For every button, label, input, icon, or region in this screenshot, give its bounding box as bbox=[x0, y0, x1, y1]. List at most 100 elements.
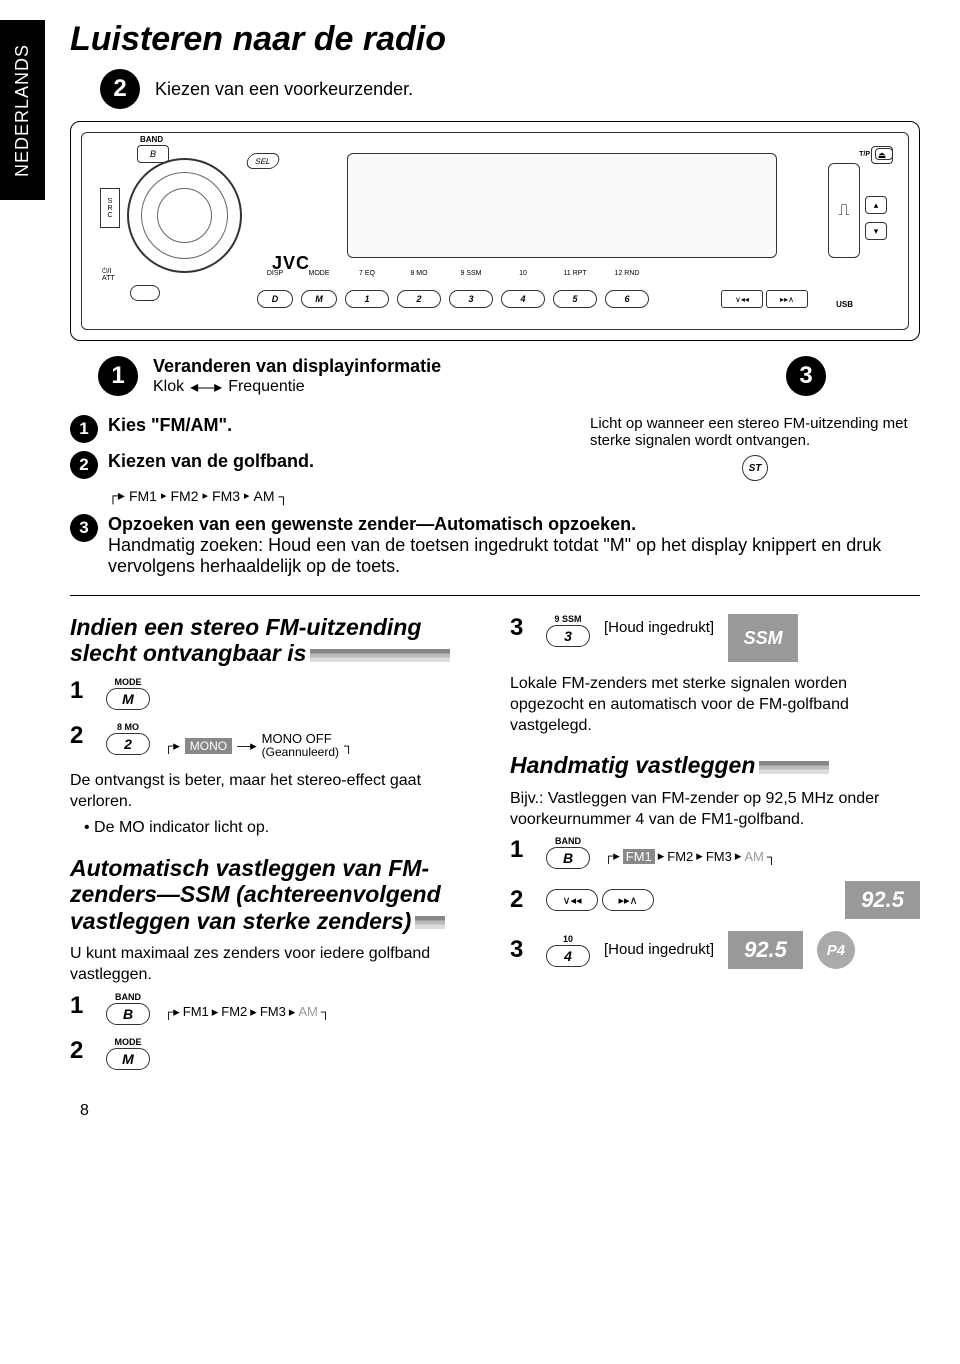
seek-buttons: ∨◂◂ ▸▸∧ bbox=[721, 290, 808, 308]
tp-label: T/P bbox=[859, 151, 870, 158]
section-bar-icon bbox=[759, 761, 829, 774]
preset-4: 4 bbox=[501, 290, 545, 308]
mode-label: MODE bbox=[301, 270, 337, 277]
callout-number-1: 1 bbox=[98, 356, 138, 396]
arrow-icon: ◂—▸ bbox=[190, 377, 222, 397]
callout-2-text: Kiezen van een voorkeurzender. bbox=[155, 79, 413, 100]
rnd-label: 12 RND bbox=[605, 270, 649, 277]
st-badge: ST bbox=[742, 455, 768, 481]
mo-label: 8 MO bbox=[397, 270, 441, 277]
m-mini-button-2: M bbox=[106, 1048, 150, 1070]
klok-label: Klok bbox=[153, 378, 184, 396]
ssm-burst-icon: SSM bbox=[728, 614, 798, 662]
step-d3-num: 3 bbox=[510, 936, 532, 964]
section-divider bbox=[70, 595, 920, 596]
seek-next: ▸▸∧ bbox=[766, 290, 808, 308]
band-mini-label: BAND bbox=[115, 992, 141, 1002]
item-3-title: Opzoeken van een gewenste zender—Automat… bbox=[108, 514, 636, 534]
seek-next-mini: ▸▸∧ bbox=[602, 889, 654, 911]
hold-text-2: [Houd ingedrukt] bbox=[604, 942, 714, 959]
section-a-heading: Indien een stereo FM-uitzending slecht o… bbox=[70, 614, 480, 667]
section-a-bullet: De MO indicator licht op. bbox=[84, 819, 480, 837]
mode-mini-label-2: MODE bbox=[115, 1037, 142, 1047]
seek-prev-mini: ∨◂◂ bbox=[546, 889, 598, 911]
preset-6: 6 bbox=[605, 290, 649, 308]
preset-3: 3 bbox=[449, 290, 493, 308]
eq-label: 7 EQ bbox=[345, 270, 389, 277]
m-mini-button: M bbox=[106, 688, 150, 710]
seek-prev: ∨◂◂ bbox=[721, 290, 763, 308]
att-label: ⏻/IATT bbox=[102, 268, 115, 282]
eject-button: ⏏ bbox=[871, 146, 893, 164]
band-button: B bbox=[137, 145, 169, 163]
preset4-mini-button: 4 bbox=[546, 945, 590, 967]
preset2-mini-button: 2 bbox=[106, 733, 150, 755]
section-d-heading: Handmatig vastleggen bbox=[510, 752, 920, 778]
band-label: BAND bbox=[140, 135, 163, 144]
p4-disc-icon: P4 bbox=[817, 931, 855, 969]
callout-number-3: 3 bbox=[786, 356, 826, 396]
language-label: NEDERLANDS bbox=[12, 43, 33, 176]
n10-label: 10 bbox=[501, 270, 545, 277]
fm-chain: ┌▸FM1▸ FM2▸ FM3▸ AM┐ bbox=[108, 487, 550, 504]
eject-slot bbox=[130, 285, 160, 301]
d-button: D bbox=[257, 290, 293, 308]
button-labels-row: DISP MODE 7 EQ 8 MO 9 SSM 10 11 RPT 12 R… bbox=[257, 270, 649, 277]
preset-1: 1 bbox=[345, 290, 389, 308]
item-3-body: Handmatig zoeken: Houd een van de toetse… bbox=[108, 535, 881, 576]
section-a-body: De ontvangst is beter, maar het stereo-e… bbox=[70, 771, 480, 813]
frequency-box-2: 92.5 bbox=[728, 931, 803, 969]
n10-mini-label: 10 bbox=[563, 934, 573, 944]
section-c-body: Lokale FM-zenders met sterke signalen wo… bbox=[510, 674, 920, 736]
callout-number-2: 2 bbox=[100, 69, 140, 109]
section-b-sub: U kunt maximaal zes zenders voor iedere … bbox=[70, 944, 480, 986]
item-1-text: Kies "FM/AM". bbox=[108, 415, 550, 436]
preset-5: 5 bbox=[553, 290, 597, 308]
step-b2-num: 2 bbox=[70, 1037, 92, 1065]
preset3-mini-button: 3 bbox=[546, 625, 590, 647]
section-bar-icon bbox=[415, 916, 445, 929]
section-bar-icon bbox=[310, 649, 450, 662]
mono-box: MONO bbox=[185, 738, 232, 754]
sel-button: SEL bbox=[245, 153, 281, 169]
step-d1-num: 1 bbox=[510, 836, 532, 864]
control-dial bbox=[127, 158, 242, 273]
preset-2: 2 bbox=[397, 290, 441, 308]
item-2-text: Kiezen van de golfband. bbox=[108, 451, 550, 472]
hold-text: [Houd ingedrukt] bbox=[604, 620, 714, 637]
down-button: ▾ bbox=[865, 222, 887, 240]
ssm-mini-label: 9 SSM bbox=[554, 614, 581, 624]
fm1-highlight: FM1 bbox=[623, 849, 655, 864]
section-b-heading: Automatisch vastleggen van FM-zenders—SS… bbox=[70, 855, 480, 934]
step-a1-num: 1 bbox=[70, 677, 92, 705]
up-button: ▴ bbox=[865, 196, 887, 214]
ssm-label: 9 SSM bbox=[449, 270, 493, 277]
item-1-num: 1 bbox=[70, 415, 98, 443]
step-b1-num: 1 bbox=[70, 992, 92, 1020]
language-tab: NEDERLANDS bbox=[0, 20, 45, 200]
mode-mini-label: MODE bbox=[115, 677, 142, 687]
stereo-note: Licht op wanneer een stereo FM-uitzendin… bbox=[590, 415, 920, 449]
disp-label: DISP bbox=[257, 270, 293, 277]
b-mini-button: B bbox=[106, 1003, 150, 1025]
frequency-box: 92.5 bbox=[845, 881, 920, 919]
src-button: SRC bbox=[100, 188, 120, 228]
mono-off-label: MONO OFF bbox=[262, 732, 339, 746]
step-c3-num: 3 bbox=[510, 614, 532, 642]
step-a2-num: 2 bbox=[70, 722, 92, 750]
usb-label: USB bbox=[836, 300, 853, 309]
radio-diagram: BAND B SEL SRC ⏻/IATT JVC DISP MODE 7 EQ… bbox=[70, 121, 920, 341]
callout-1-title: Veranderen van displayinformatie bbox=[153, 356, 441, 377]
step-d2-num: 2 bbox=[510, 886, 532, 914]
item-3-num: 3 bbox=[70, 514, 98, 542]
rpt-label: 11 RPT bbox=[553, 270, 597, 277]
b-mini-button-2: B bbox=[546, 847, 590, 869]
preset-button-row: D M 1 2 3 4 5 6 bbox=[257, 290, 649, 308]
band-mini-label-2: BAND bbox=[555, 836, 581, 846]
usb-port: ⎍ bbox=[828, 163, 860, 258]
section-d-sub: Bijv.: Vastleggen van FM-zender op 92,5 … bbox=[510, 789, 920, 831]
m-button: M bbox=[301, 290, 337, 308]
display-screen bbox=[347, 153, 777, 258]
mo-mini-label: 8 MO bbox=[117, 722, 139, 732]
page-number: 8 bbox=[80, 1102, 920, 1120]
